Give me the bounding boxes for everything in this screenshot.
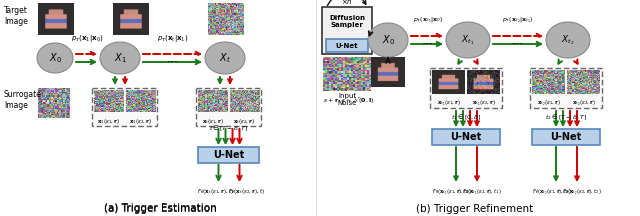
Text: $F_\theta(\mathbf{x}_t(\epsilon_1,\mathbf{r}),t)$: $F_\theta(\mathbf{x}_t(\epsilon_1,\mathb… (197, 187, 234, 196)
Text: $\times n$: $\times n$ (341, 0, 353, 6)
FancyBboxPatch shape (532, 129, 600, 145)
Text: U-Net: U-Net (451, 132, 482, 142)
Text: $\mathbf{x}_{t_2}(\epsilon_1,\mathbf{r})$: $\mathbf{x}_{t_2}(\epsilon_1,\mathbf{r})… (536, 98, 561, 108)
FancyBboxPatch shape (322, 7, 372, 54)
Text: $X_0$: $X_0$ (381, 33, 394, 47)
Text: $\epsilon+\mathbf{r},\,\epsilon\sim\mathcal{N}(\mathbf{0},\mathbf{I})$: $\epsilon+\mathbf{r},\,\epsilon\sim\math… (323, 95, 374, 105)
Text: $F_\theta(\mathbf{x}_{t_2}(\epsilon_1,\mathbf{r}),t_2)$: $F_\theta(\mathbf{x}_{t_2}(\epsilon_1,\m… (532, 187, 572, 197)
Text: $t\in[T-\delta,T]$: $t\in[T-\delta,T]$ (209, 123, 248, 133)
Text: $\mathbf{x}_{t_2}(\epsilon_2,\mathbf{r})$: $\mathbf{x}_{t_2}(\epsilon_2,\mathbf{r})… (572, 98, 595, 108)
Text: (a) Trigger Estimation: (a) Trigger Estimation (104, 203, 216, 213)
Text: $p_{\tau}(\mathbf{x}_{t_1}|\mathbf{x}_0)$: $p_{\tau}(\mathbf{x}_{t_1}|\mathbf{x}_0)… (413, 16, 443, 25)
Text: $X_t$: $X_t$ (219, 51, 231, 65)
Text: $\mathbf{x}_1(\epsilon_1,\mathbf{r})$: $\mathbf{x}_1(\epsilon_1,\mathbf{r})$ (97, 116, 120, 125)
Text: $F_\theta(\mathbf{x}_{t_1}(\epsilon_2,\mathbf{r}),t_1)$: $F_\theta(\mathbf{x}_{t_1}(\epsilon_2,\m… (462, 187, 502, 197)
Text: $X_0$: $X_0$ (49, 51, 61, 65)
Text: $F_\theta(\mathbf{x}_{t_1}(\epsilon_1,\mathbf{r}),t_1)$: $F_\theta(\mathbf{x}_{t_1}(\epsilon_1,\m… (432, 187, 472, 197)
Text: Target
Image: Target Image (4, 6, 28, 26)
Text: Input
Noise: Input Noise (337, 93, 356, 106)
Text: ...: ... (512, 33, 524, 46)
FancyBboxPatch shape (530, 68, 602, 108)
FancyBboxPatch shape (92, 88, 157, 126)
Text: ...: ... (422, 33, 434, 46)
Text: ...: ... (166, 51, 179, 65)
Text: $\mathbf{x}_{t_1}(\epsilon_2,\mathbf{r})$: $\mathbf{x}_{t_1}(\epsilon_2,\mathbf{r})… (472, 98, 495, 108)
FancyBboxPatch shape (432, 129, 500, 145)
FancyBboxPatch shape (430, 68, 502, 108)
Text: Diffusion
Sampler: Diffusion Sampler (329, 16, 365, 29)
Text: U-Net: U-Net (550, 132, 582, 142)
Ellipse shape (546, 22, 590, 58)
Text: $F_\theta(\mathbf{x}_{t_2}(\epsilon_2,\mathbf{r}),t_2)$: $F_\theta(\mathbf{x}_{t_2}(\epsilon_2,\m… (562, 187, 602, 197)
FancyBboxPatch shape (198, 147, 259, 163)
Text: $\mathbf{x}_1(\epsilon_2,\mathbf{r})$: $\mathbf{x}_1(\epsilon_2,\mathbf{r})$ (129, 116, 152, 125)
Ellipse shape (205, 42, 245, 74)
Text: $X_{t_1}$: $X_{t_1}$ (461, 33, 475, 47)
Text: $\mathbf{x}_{t_1}(\epsilon_1,\mathbf{r})$: $\mathbf{x}_{t_1}(\epsilon_1,\mathbf{r})… (436, 98, 461, 108)
Text: U-Net: U-Net (213, 150, 244, 160)
Text: $\mathbf{x}_t(\epsilon_2,\mathbf{r})$: $\mathbf{x}_t(\epsilon_2,\mathbf{r})$ (233, 116, 255, 125)
Text: (b) Trigger Refinement: (b) Trigger Refinement (417, 204, 534, 214)
Ellipse shape (446, 22, 490, 58)
Text: (a) Trigger Estimation: (a) Trigger Estimation (104, 204, 216, 214)
Text: $p_{\tau}(\mathbf{x}_{t_2}|\mathbf{x}_{t_1})$: $p_{\tau}(\mathbf{x}_{t_2}|\mathbf{x}_{t… (502, 16, 534, 25)
Text: $\mathbf{x}_t(\epsilon_1,\mathbf{r})$: $\mathbf{x}_t(\epsilon_1,\mathbf{r})$ (202, 116, 224, 125)
Text: $t_1\in[0,\delta]$: $t_1\in[0,\delta]$ (451, 112, 481, 122)
FancyBboxPatch shape (326, 39, 368, 52)
Ellipse shape (368, 23, 408, 57)
Text: $F_\theta(\mathbf{x}_t(\epsilon_2,\mathbf{r}),t)$: $F_\theta(\mathbf{x}_t(\epsilon_2,\mathb… (228, 187, 265, 196)
Text: Surrogate
Image: Surrogate Image (4, 90, 42, 110)
Ellipse shape (100, 42, 140, 74)
Text: $p_{\tau}(\mathbf{x}_t|\mathbf{x}_1)$: $p_{\tau}(\mathbf{x}_t|\mathbf{x}_1)$ (157, 32, 188, 43)
Text: U-Net: U-Net (336, 43, 358, 49)
FancyBboxPatch shape (196, 88, 261, 126)
Text: $X_1$: $X_1$ (114, 51, 126, 65)
Text: $X_{t_2}$: $X_{t_2}$ (561, 33, 575, 47)
Ellipse shape (37, 43, 73, 73)
Text: $t_2\in[T-\delta,T]$: $t_2\in[T-\delta,T]$ (545, 112, 587, 122)
Text: $p_{\tau}(\mathbf{x}_1|\mathbf{x}_0)$: $p_{\tau}(\mathbf{x}_1|\mathbf{x}_0)$ (71, 32, 104, 43)
